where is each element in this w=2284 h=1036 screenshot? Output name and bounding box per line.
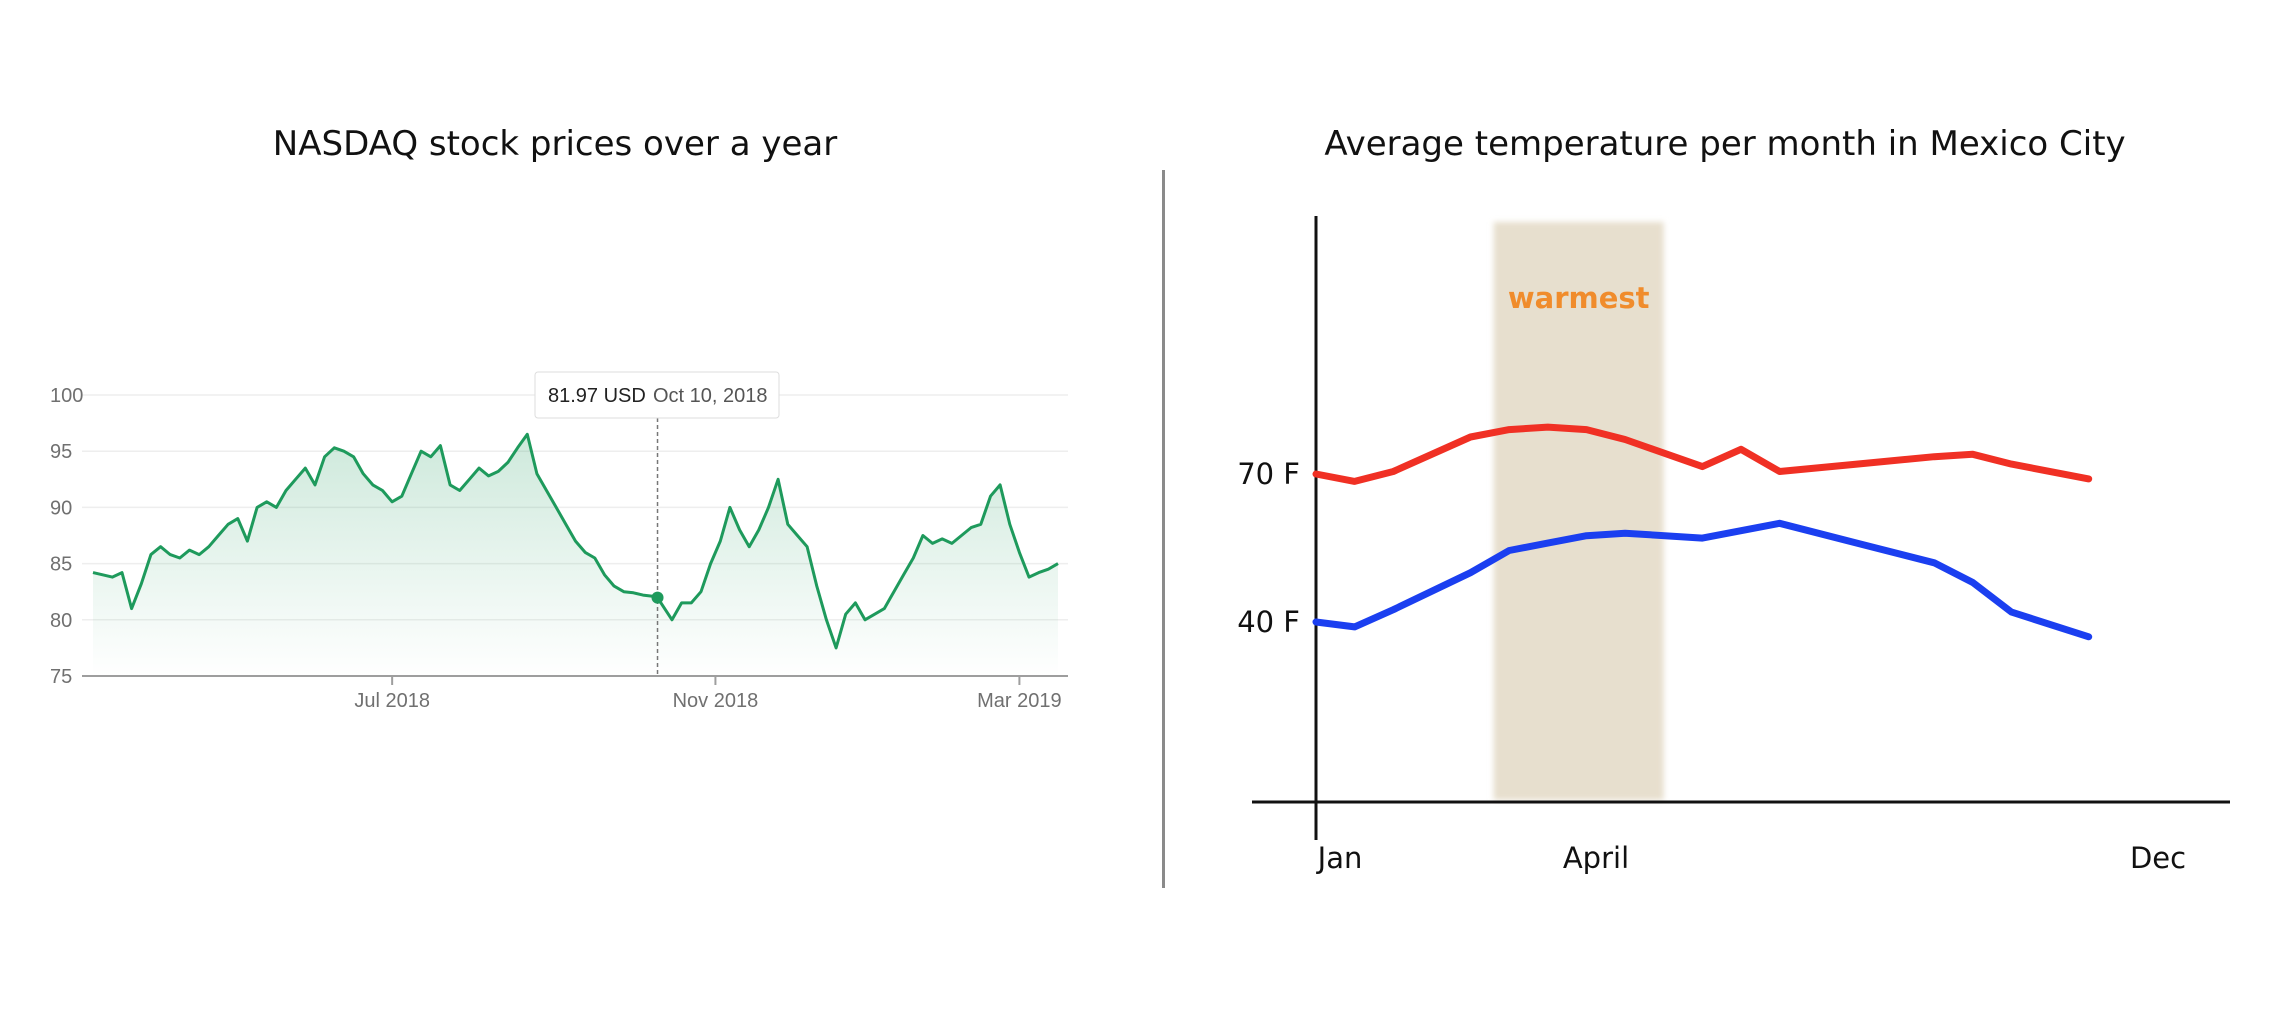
- x-tick-label: April: [1563, 841, 1629, 875]
- y-tick-label: 85: [50, 554, 72, 576]
- temperature-chart-title: Average temperature per month in Mexico …: [1324, 124, 2126, 164]
- y-tick-label: 70 F: [1237, 457, 1300, 491]
- y-tick-label: 75: [50, 666, 72, 688]
- y-tick-label: 95: [50, 441, 72, 463]
- stock-chart-title: NASDAQ stock prices over a year: [272, 124, 838, 164]
- low-temperature-line: [1312, 519, 2093, 641]
- x-tick-label: Jul 2018: [354, 690, 430, 712]
- price-line: [92, 432, 1059, 650]
- price-area-fill: [93, 434, 1058, 676]
- high-temperature-line: [1312, 423, 2093, 485]
- panel-divider: [1162, 170, 1165, 888]
- tooltip-point: [651, 591, 664, 604]
- x-tick-label: Nov 2018: [673, 690, 759, 712]
- warmest-label: warmest: [1508, 281, 1650, 315]
- y-tick-label: 90: [50, 497, 72, 519]
- x-tick-label: Mar 2019: [977, 690, 1062, 712]
- tooltip-price: 81.97 USD: [548, 385, 646, 407]
- tooltip-box: [534, 371, 780, 419]
- tooltip-date: Oct 10, 2018: [653, 385, 768, 407]
- y-tick-label: 40 F: [1237, 605, 1300, 639]
- x-tick-label: Jan: [1316, 841, 1363, 875]
- x-tick-label: Dec: [2130, 841, 2186, 875]
- warmest-band: [1493, 222, 1664, 800]
- y-tick-label: 100: [50, 385, 83, 407]
- tooltip: 81.97 USD Oct 10, 2018: [534, 371, 780, 419]
- y-tick-label: 80: [50, 610, 72, 632]
